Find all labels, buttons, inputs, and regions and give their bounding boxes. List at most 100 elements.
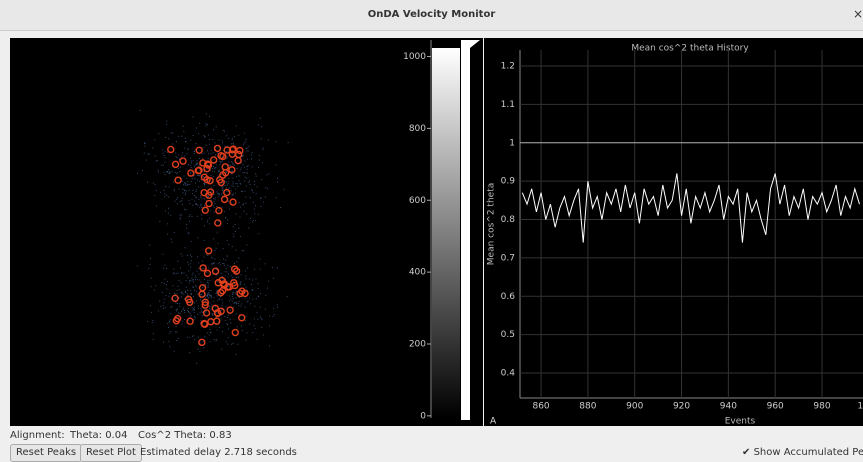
noise-pixel — [193, 273, 194, 274]
noise-pixel — [277, 267, 278, 268]
noise-pixel — [198, 349, 199, 350]
noise-pixel — [246, 244, 247, 245]
noise-pixel — [204, 198, 205, 199]
noise-pixel — [236, 183, 237, 184]
noise-pixel — [272, 267, 273, 268]
noise-pixel — [198, 305, 199, 306]
noise-pixel — [219, 170, 220, 171]
noise-pixel — [181, 296, 182, 297]
noise-pixel — [252, 152, 253, 153]
auto-range[interactable]: A — [490, 417, 497, 427]
noise-pixel — [208, 292, 209, 293]
noise-pixel — [240, 306, 241, 307]
noise-pixel — [232, 294, 233, 295]
noise-pixel — [190, 263, 191, 264]
noise-pixel — [213, 238, 214, 239]
noise-pixel — [223, 259, 224, 260]
noise-pixel — [190, 290, 191, 291]
noise-pixel — [171, 132, 172, 133]
noise-pixel — [267, 188, 268, 189]
noise-pixel — [201, 198, 202, 199]
noise-pixel — [176, 141, 177, 142]
noise-pixel — [263, 202, 264, 203]
y-tick-label: 0.5 — [501, 330, 515, 340]
noise-pixel — [165, 186, 166, 187]
noise-pixel — [174, 293, 175, 294]
noise-pixel — [214, 207, 215, 208]
noise-pixel — [198, 262, 199, 263]
noise-pixel — [187, 154, 188, 155]
noise-pixel — [182, 152, 183, 153]
noise-pixel — [155, 156, 156, 157]
noise-pixel — [230, 319, 231, 320]
noise-pixel — [177, 157, 178, 158]
noise-pixel — [208, 153, 209, 154]
noise-pixel — [262, 162, 263, 163]
noise-pixel — [260, 307, 261, 308]
noise-pixel — [246, 213, 247, 214]
x-axis-label: Events — [725, 417, 756, 427]
noise-pixel — [230, 299, 231, 300]
noise-pixel — [222, 302, 223, 303]
noise-pixel — [240, 281, 241, 282]
noise-pixel — [167, 281, 168, 282]
noise-pixel — [196, 128, 197, 129]
noise-pixel — [176, 309, 177, 310]
noise-pixel — [176, 331, 177, 332]
noise-pixel — [247, 166, 248, 167]
noise-pixel — [250, 218, 251, 219]
noise-pixel — [228, 274, 229, 275]
noise-pixel — [186, 209, 187, 210]
noise-pixel — [211, 304, 212, 305]
noise-pixel — [187, 310, 188, 311]
noise-pixel — [232, 246, 233, 247]
noise-pixel — [198, 205, 199, 206]
noise-pixel — [152, 322, 153, 323]
noise-pixel — [209, 223, 210, 224]
noise-pixel — [239, 180, 240, 181]
noise-pixel — [180, 267, 181, 268]
noise-pixel — [269, 345, 270, 346]
noise-pixel — [175, 331, 176, 332]
noise-pixel — [196, 363, 197, 364]
noise-pixel — [197, 216, 198, 217]
reset-plot-button[interactable]: Reset Plot — [80, 444, 142, 462]
noise-pixel — [181, 178, 182, 179]
noise-pixel — [235, 250, 236, 251]
reset-peaks-button[interactable]: Reset Peaks — [10, 444, 82, 462]
noise-pixel — [213, 152, 214, 153]
noise-pixel — [185, 193, 186, 194]
noise-pixel — [150, 258, 151, 259]
show-peaks-checkbox[interactable]: ✔ Show Accumulated Peaks — [742, 447, 863, 458]
noise-pixel — [220, 318, 221, 319]
noise-pixel — [211, 187, 212, 188]
noise-pixel — [260, 118, 261, 119]
noise-pixel — [211, 290, 212, 291]
noise-pixel — [214, 142, 215, 143]
noise-pixel — [160, 192, 161, 193]
noise-pixel — [204, 205, 205, 206]
noise-pixel — [169, 173, 170, 174]
noise-pixel — [238, 228, 239, 229]
noise-pixel — [181, 282, 182, 283]
noise-pixel — [191, 260, 192, 261]
noise-pixel — [156, 205, 157, 206]
noise-pixel — [183, 184, 184, 185]
noise-pixel — [263, 334, 264, 335]
noise-pixel — [217, 330, 218, 331]
noise-pixel — [217, 232, 218, 233]
noise-pixel — [275, 165, 276, 166]
noise-pixel — [160, 306, 161, 307]
noise-pixel — [258, 124, 259, 125]
noise-pixel — [207, 280, 208, 281]
noise-pixel — [189, 216, 190, 217]
noise-pixel — [158, 310, 159, 311]
noise-pixel — [190, 313, 191, 314]
noise-pixel — [173, 269, 174, 270]
noise-pixel — [236, 277, 237, 278]
noise-pixel — [227, 344, 228, 345]
noise-pixel — [197, 314, 198, 315]
noise-pixel — [235, 231, 236, 232]
noise-pixel — [158, 133, 159, 134]
noise-pixel — [206, 123, 207, 124]
